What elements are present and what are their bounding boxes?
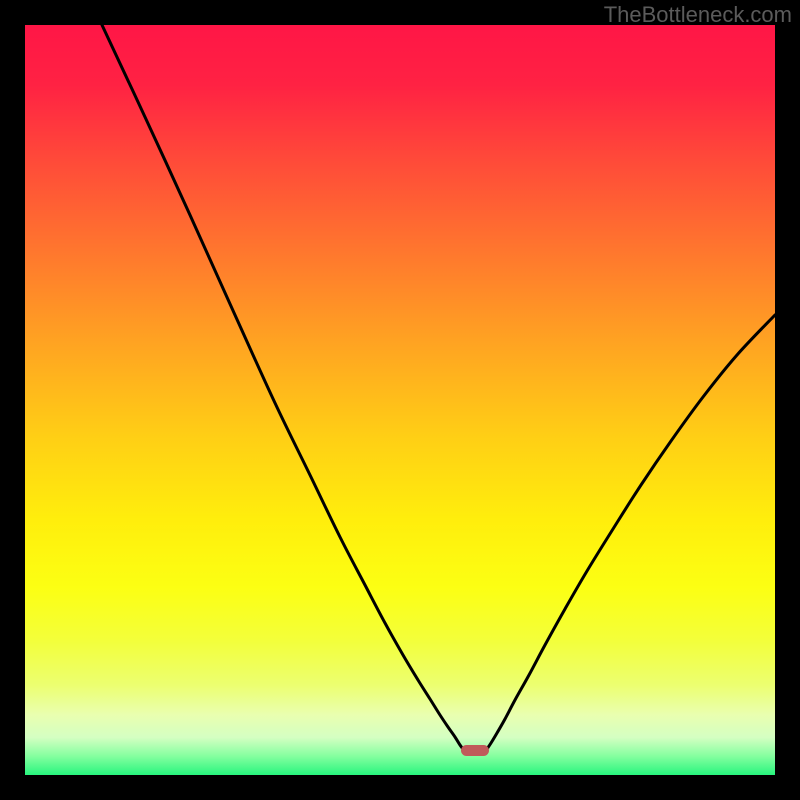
bottleneck-curve-chart bbox=[25, 25, 775, 775]
watermark-text: TheBottleneck.com bbox=[604, 2, 792, 28]
plot-area bbox=[25, 25, 775, 775]
chart-frame bbox=[0, 0, 800, 800]
valley-marker bbox=[461, 745, 489, 756]
gradient-background bbox=[25, 25, 775, 775]
